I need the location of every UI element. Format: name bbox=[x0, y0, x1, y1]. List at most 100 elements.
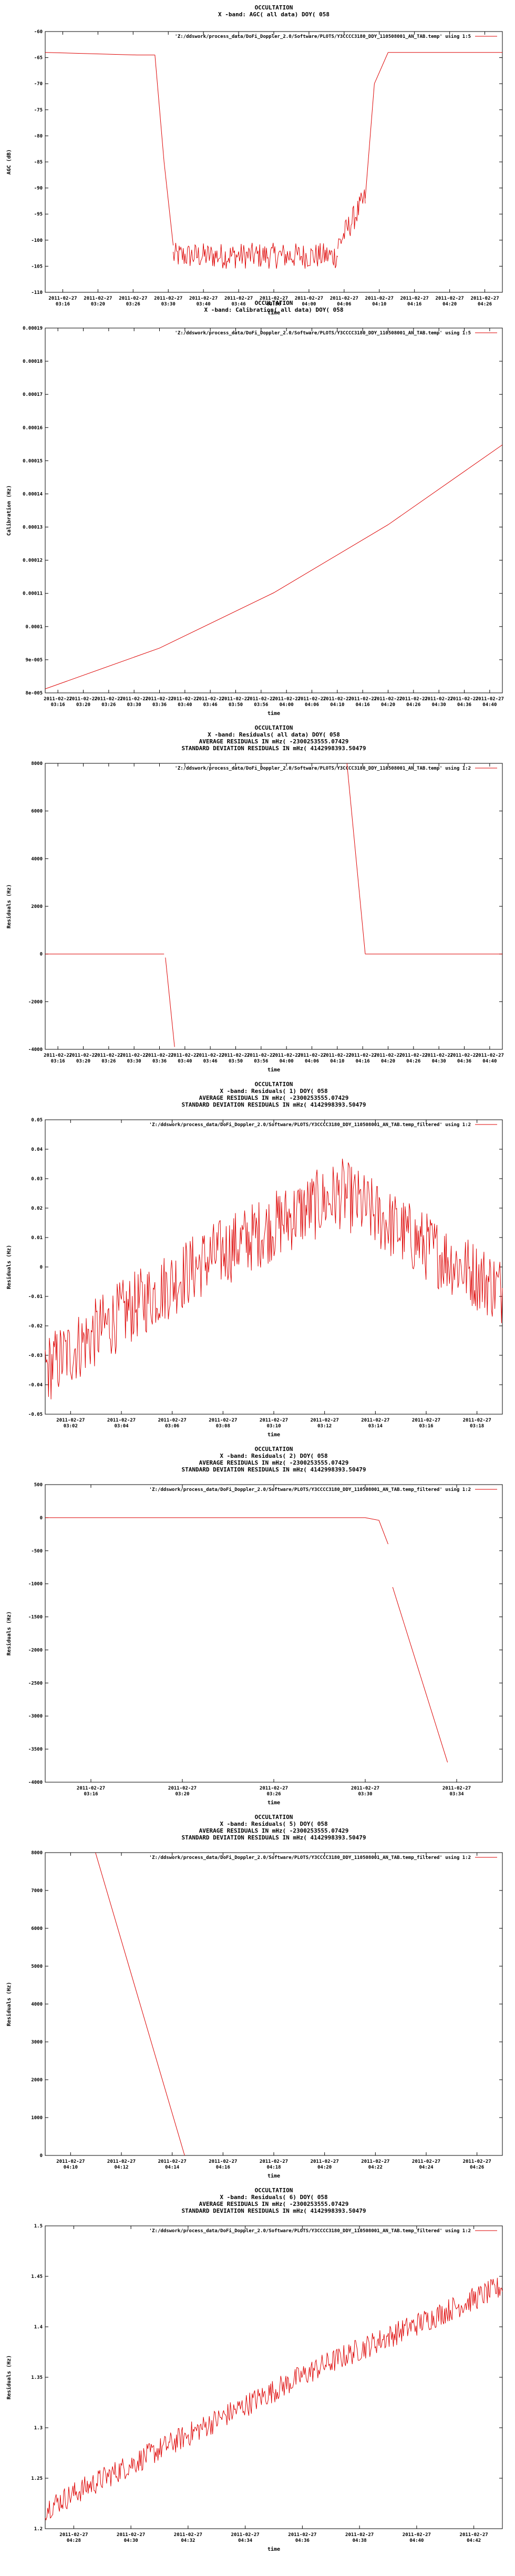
x-tick-label: 2011-02-27 03:16 bbox=[48, 296, 77, 307]
y-tick-label: 0.04 bbox=[31, 1147, 43, 1152]
x-tick-time: 03:30 bbox=[358, 1792, 372, 1797]
x-tick-label: 2011-02-27 03:02 bbox=[56, 1418, 85, 1429]
chart-title-line: STANDARD DEVIATION RESIDUALS IN mHz( 414… bbox=[182, 1834, 366, 1841]
y-tick-label: 1.25 bbox=[31, 2476, 43, 2481]
x-tick-date: 2011-02-27 bbox=[44, 1053, 72, 1058]
x-tick-label: 2011-02-27 03:56 bbox=[247, 1053, 275, 1064]
x-tick-label: 2011-02-27 03:08 bbox=[209, 1418, 237, 1429]
y-tick-label: 0.03 bbox=[31, 1177, 43, 1182]
chart-title-line: AVERAGE RESIDUALS IN mHz( -2300253555.07… bbox=[199, 1459, 349, 1466]
y-axis-label: Calibration (Hz) bbox=[6, 485, 12, 536]
chart-title-line: STANDARD DEVIATION RESIDUALS IN mHz( 414… bbox=[182, 1466, 366, 1473]
x-tick-date: 2011-02-27 bbox=[463, 1418, 491, 1423]
x-tick-time: 04:26 bbox=[470, 2165, 484, 2170]
x-tick-date: 2011-02-27 bbox=[56, 2159, 85, 2164]
legend-entry: 'Z:/ddswork/process_data/DoFi_Doppler_2.… bbox=[149, 1122, 471, 1128]
x-tick-time: 03:40 bbox=[197, 302, 211, 307]
y-tick-label: 0.00015 bbox=[23, 458, 43, 464]
y-tick-label: -4000 bbox=[28, 1047, 43, 1052]
x-tick-date: 2011-02-27 bbox=[463, 2159, 491, 2164]
x-tick-date: 2011-02-27 bbox=[174, 2532, 202, 2538]
x-tick-time: 03:40 bbox=[178, 702, 192, 708]
x-tick-label: 2011-02-27 04:10 bbox=[323, 1053, 352, 1064]
x-tick-date: 2011-02-27 bbox=[365, 296, 394, 301]
data-series-line bbox=[154, 55, 174, 246]
data-series-line bbox=[45, 2277, 503, 2521]
x-axis-label: time bbox=[267, 1067, 280, 1073]
y-tick-label: 0.00016 bbox=[23, 425, 43, 431]
x-tick-date: 2011-02-27 bbox=[450, 697, 478, 702]
x-tick-label: 2011-02-27 04:26 bbox=[470, 296, 499, 307]
chart-title-line: OCCULTATION bbox=[255, 300, 293, 306]
x-tick-time: 04:20 bbox=[317, 2165, 332, 2170]
x-tick-time: 04:30 bbox=[432, 702, 446, 708]
x-axis-label: time bbox=[267, 2173, 280, 2179]
legend-entry: 'Z:/ddswork/process_data/DoFi_Doppler_2.… bbox=[174, 330, 471, 336]
data-series-line bbox=[45, 52, 155, 56]
x-tick-date: 2011-02-27 bbox=[272, 1053, 301, 1058]
x-tick-date: 2011-02-27 bbox=[56, 1418, 85, 1423]
x-tick-date: 2011-02-27 bbox=[288, 2532, 316, 2538]
y-tick-label: 1.2 bbox=[34, 2527, 43, 2532]
x-tick-time: 04:36 bbox=[457, 702, 471, 708]
x-tick-label: 2011-02-27 03:40 bbox=[189, 296, 218, 307]
y-tick-label: 0 bbox=[40, 2153, 43, 2159]
x-tick-date: 2011-02-27 bbox=[374, 1053, 402, 1058]
x-tick-date: 2011-02-27 bbox=[361, 1418, 389, 1423]
chart-title-line: OCCULTATION bbox=[255, 1081, 293, 1088]
x-axis-label: time bbox=[267, 310, 280, 316]
chart-title-line: X -band: Residuals( all data) DOY( 058 bbox=[208, 731, 340, 738]
y-tick-label: -0.01 bbox=[28, 1294, 43, 1300]
plot-frame bbox=[45, 1484, 503, 1783]
x-tick-date: 2011-02-27 bbox=[119, 296, 147, 301]
x-tick-date: 2011-02-27 bbox=[374, 697, 402, 702]
y-tick-label: 0.05 bbox=[31, 1118, 43, 1123]
x-tick-date: 2011-02-27 bbox=[117, 2532, 145, 2538]
x-tick-time: 04:32 bbox=[181, 2538, 195, 2543]
x-tick-time: 04:26 bbox=[478, 302, 492, 307]
x-tick-time: 04:42 bbox=[467, 2538, 481, 2543]
x-tick-time: 04:30 bbox=[124, 2538, 138, 2543]
x-tick-label: 2011-02-27 03:36 bbox=[145, 697, 173, 708]
x-tick-date: 2011-02-27 bbox=[323, 697, 352, 702]
x-tick-date: 2011-02-27 bbox=[311, 2159, 339, 2164]
x-tick-label: 2011-02-27 03:16 bbox=[44, 1053, 72, 1064]
x-tick-date: 2011-02-27 bbox=[247, 1053, 275, 1058]
x-tick-label: 2011-02-27 04:40 bbox=[476, 1053, 504, 1064]
data-series-line bbox=[173, 242, 338, 269]
y-tick-label: -3500 bbox=[28, 1747, 43, 1752]
x-tick-date: 2011-02-27 bbox=[145, 697, 173, 702]
x-tick-time: 03:06 bbox=[165, 1424, 179, 1429]
y-tick-label: -95 bbox=[34, 212, 43, 217]
x-tick-date: 2011-02-27 bbox=[399, 1053, 428, 1058]
x-tick-label: 2011-02-27 03:12 bbox=[311, 1418, 339, 1429]
x-tick-label: 2011-02-27 04:16 bbox=[209, 2159, 237, 2170]
x-tick-time: 04:26 bbox=[406, 702, 420, 708]
x-tick-time: 03:40 bbox=[178, 1059, 192, 1064]
x-tick-label: 2011-02-27 04:16 bbox=[348, 1053, 377, 1064]
y-tick-label: -100 bbox=[31, 238, 43, 243]
data-series-line bbox=[392, 1587, 448, 1763]
y-tick-label: 1000 bbox=[31, 2115, 43, 2121]
x-tick-date: 2011-02-27 bbox=[221, 697, 250, 702]
x-tick-time: 04:20 bbox=[381, 702, 395, 708]
x-tick-date: 2011-02-27 bbox=[436, 296, 464, 301]
y-tick-label: 8000 bbox=[31, 1851, 43, 1856]
y-tick-label: 0 bbox=[40, 952, 43, 957]
plot-frame bbox=[45, 2225, 503, 2529]
x-tick-label: 2011-02-27 03:34 bbox=[442, 1786, 471, 1797]
x-tick-date: 2011-02-27 bbox=[107, 1418, 136, 1423]
x-tick-date: 2011-02-27 bbox=[168, 1786, 197, 1791]
data-series-line bbox=[365, 52, 388, 199]
x-tick-time: 04:12 bbox=[114, 2165, 128, 2170]
x-tick-date: 2011-02-27 bbox=[399, 697, 428, 702]
x-tick-label: 2011-02-27 04:28 bbox=[59, 2532, 88, 2543]
x-tick-date: 2011-02-27 bbox=[476, 1053, 504, 1058]
x-tick-date: 2011-02-27 bbox=[330, 296, 358, 301]
x-tick-date: 2011-02-27 bbox=[154, 296, 182, 301]
y-tick-label: -75 bbox=[34, 108, 43, 113]
chart-title-line: STANDARD DEVIATION RESIDUALS IN mHz( 414… bbox=[182, 745, 366, 752]
x-tick-time: 04:10 bbox=[330, 1059, 344, 1064]
x-tick-time: 04:00 bbox=[302, 302, 316, 307]
